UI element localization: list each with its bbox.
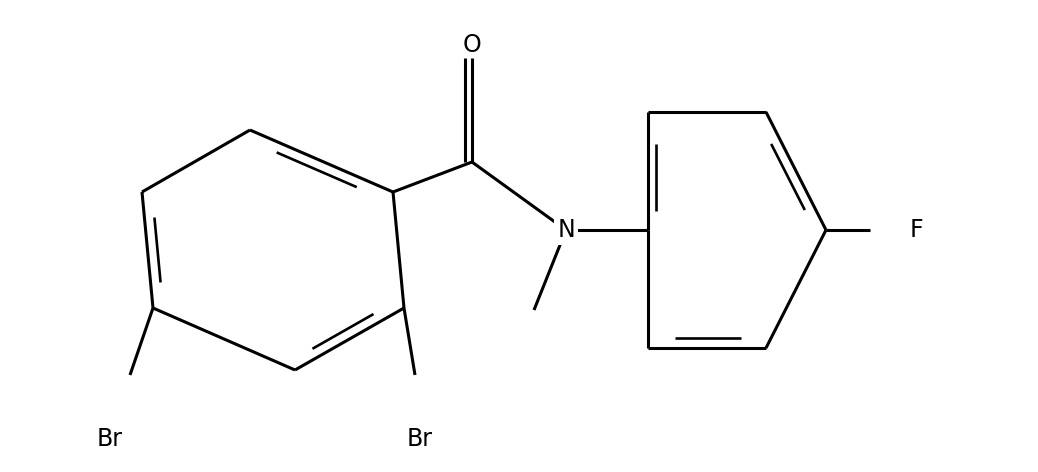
Text: Br: Br: [407, 427, 433, 451]
Text: F: F: [910, 218, 924, 242]
Text: O: O: [463, 33, 482, 57]
Text: N: N: [557, 218, 575, 242]
Text: Br: Br: [97, 427, 122, 451]
